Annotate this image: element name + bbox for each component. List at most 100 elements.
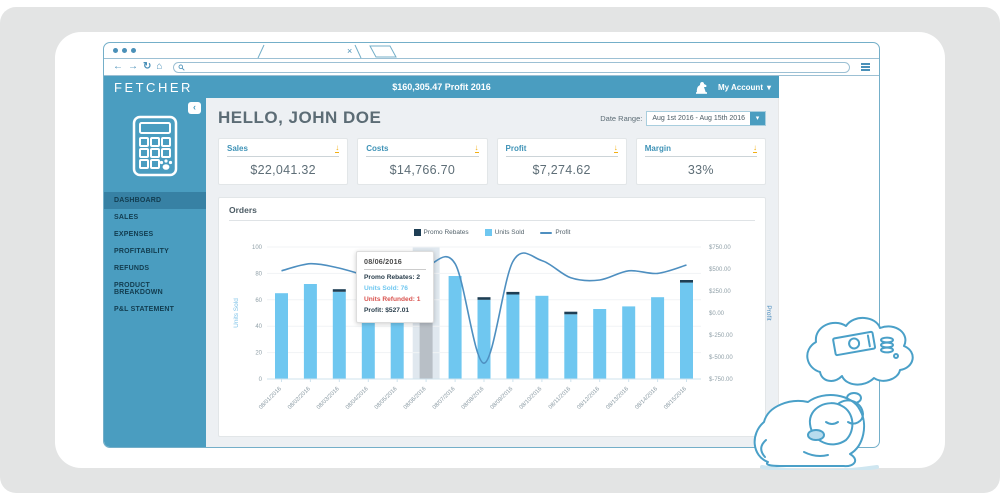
kpi-value: $14,766.70	[389, 163, 456, 177]
refresh-icon[interactable]: ↻	[143, 61, 152, 72]
svg-text:08/07/2016: 08/07/2016	[432, 386, 457, 411]
window-controls[interactable]	[113, 48, 136, 53]
forward-icon[interactable]: →	[128, 61, 138, 72]
profit-summary: $160,305.47 Profit 2016	[392, 82, 491, 92]
orders-chart[interactable]: 100 80 60 40 20 0 $750.00 $500.00 $250.00 $0.00 $-…	[229, 239, 773, 431]
kpi-card-margin: Margin ↓ 33%	[635, 138, 766, 185]
chart-legend: Promo Rebates Units Sold Profit	[229, 229, 755, 236]
legend-promo-rebates[interactable]: Promo Rebates	[413, 229, 469, 236]
sidebar-item-dashboard[interactable]: DASHBOARD	[104, 192, 206, 209]
orders-chart-area: 100 80 60 40 20 0 $750.00 $500.00 $250.00 $0.00 $-…	[229, 239, 772, 436]
chart-tooltip: 08/06/2016 Promo Rebates: 2 Units Sold: …	[356, 251, 434, 323]
svg-text:08/15/2016: 08/15/2016	[663, 386, 688, 411]
url-input[interactable]	[185, 62, 845, 72]
kpi-value: $7,274.62	[532, 163, 591, 177]
legend-profit[interactable]: Profit	[540, 229, 570, 236]
tooltip-units-sold: Units Sold: 76	[364, 284, 408, 292]
svg-text:08/11/2016: 08/11/2016	[548, 386, 572, 410]
svg-text:08/12/2016: 08/12/2016	[576, 386, 601, 411]
kpi-card-profit: Profit ↓ $7,274.62	[496, 138, 627, 185]
kpi-label: Margin	[644, 144, 671, 153]
browser-tab[interactable]: ×	[254, 43, 454, 59]
sidebar-item-pl-statement[interactable]: P&L STATEMENT	[114, 306, 175, 313]
fetcher-logo[interactable]: FETCHER	[114, 79, 193, 95]
tooltip-profit: Profit: $527.01	[364, 306, 410, 314]
legend-units-sold[interactable]: Units Sold	[484, 229, 525, 236]
svg-text:0: 0	[259, 377, 263, 383]
page-title: HELLO, JOHN DOE	[218, 108, 382, 127]
svg-text:20: 20	[255, 351, 262, 357]
sidebar-item-profitability[interactable]: PROFITABILITY	[114, 248, 169, 255]
download-icon[interactable]: ↓	[753, 143, 757, 153]
back-icon[interactable]: ←	[113, 61, 123, 72]
svg-text:08/08/2016: 08/08/2016	[461, 386, 486, 411]
my-account-menu[interactable]: My Account ▾	[718, 83, 771, 92]
legend-label: Profit	[555, 229, 571, 236]
svg-text:$500.00: $500.00	[709, 267, 731, 273]
download-icon[interactable]: ↓	[474, 143, 479, 153]
svg-text:100: 100	[252, 245, 263, 251]
search-icon	[178, 64, 186, 71]
home-icon[interactable]: ⌂	[156, 61, 163, 72]
browser-menu-icon[interactable]	[861, 63, 870, 71]
kpi-label: Profit	[505, 144, 527, 153]
date-range-label: Date Range:	[600, 114, 643, 123]
legend-swatch	[484, 229, 492, 236]
marketing-canvas: × ← → ↻ ⌂ FETCHER $160,305	[55, 32, 945, 470]
svg-text:$-750.00: $-750.00	[709, 377, 733, 383]
download-icon[interactable]: ↓	[613, 143, 618, 153]
legend-label: Promo Rebates	[423, 229, 469, 236]
dog-nose	[807, 429, 825, 441]
kpi-value: $22,041.32	[250, 163, 316, 177]
tooltip-units-refunded: Units Refunded: 1	[364, 295, 421, 303]
paw-icon	[159, 159, 173, 170]
sidebar-collapse-button[interactable]: ‹	[188, 102, 201, 114]
fetcher-app: FETCHER $160,305.47 Profit 2016 My Accou…	[104, 76, 779, 447]
dashboard-main: HELLO, JOHN DOE Date Range: Aug 1st 2016…	[206, 98, 779, 447]
legend-label: Units Sold	[494, 229, 525, 236]
my-account-label: My Account	[717, 82, 763, 92]
calculator-paw-logo	[132, 115, 178, 177]
new-tab-icon[interactable]	[369, 45, 397, 58]
browser-toolbar: ← → ↻ ⌂	[104, 59, 879, 76]
tab-close-icon[interactable]: ×	[347, 46, 352, 56]
sidebar-item-refunds[interactable]: REFUNDS	[114, 265, 150, 272]
svg-text:$250.00: $250.00	[709, 289, 731, 295]
sidebar-item-sales[interactable]: SALES	[114, 214, 139, 221]
app-header: FETCHER $160,305.47 Profit 2016 My Accou…	[104, 76, 779, 98]
date-range-picker[interactable]: Aug 1st 2016 - Aug 15th 2016 ▾	[646, 111, 766, 126]
kpi-value: 33%	[687, 163, 714, 177]
legend-line-swatch	[540, 231, 553, 234]
svg-text:08/02/2016: 08/02/2016	[287, 386, 312, 411]
svg-text:$0.00: $0.00	[709, 311, 725, 317]
svg-text:08/01/2016: 08/01/2016	[258, 386, 283, 411]
kpi-label: Costs	[366, 144, 389, 153]
address-bar[interactable]	[173, 61, 850, 73]
sidebar-item-expenses[interactable]: EXPENSES	[114, 231, 154, 238]
svg-text:Profit: Profit	[765, 305, 772, 320]
download-icon[interactable]: ↓	[335, 143, 340, 153]
coins-icon	[880, 336, 899, 359]
svg-text:08/05/2016: 08/05/2016	[374, 386, 399, 411]
dog-icon[interactable]	[694, 81, 709, 94]
legend-swatch	[413, 229, 421, 236]
sleeping-dog-illustration	[753, 317, 914, 470]
browser-window: × ← → ↻ ⌂ FETCHER $160,305	[103, 42, 880, 448]
sidebar-item-product-breakdown[interactable]: PRODUCT BREAKDOWN	[114, 282, 163, 296]
svg-text:Units Sold: Units Sold	[233, 298, 240, 328]
date-range-chevron-icon[interactable]: ▾	[750, 112, 765, 125]
tooltip-promo-rebates: Promo Rebates: 2	[364, 274, 421, 281]
svg-text:$-250.00: $-250.00	[709, 333, 733, 339]
sidebar: ‹	[104, 98, 206, 447]
svg-text:$-500.00: $-500.00	[709, 355, 733, 361]
kpi-row: Sales ↓ $22,041.32 Costs ↓ $14,766.70	[218, 138, 766, 185]
svg-text:80: 80	[255, 271, 262, 277]
dog-paw	[803, 451, 829, 457]
dog-tail	[760, 439, 767, 458]
chevron-down-icon: ▾	[766, 82, 771, 92]
browser-titlebar: ×	[104, 43, 879, 59]
orders-panel-title: Orders	[229, 205, 257, 215]
dog-shadow	[760, 465, 879, 470]
dog-ear	[837, 399, 864, 425]
sidebar-nav: DASHBOARD SALES EXPENSES PROFITABILITY R…	[104, 192, 206, 318]
